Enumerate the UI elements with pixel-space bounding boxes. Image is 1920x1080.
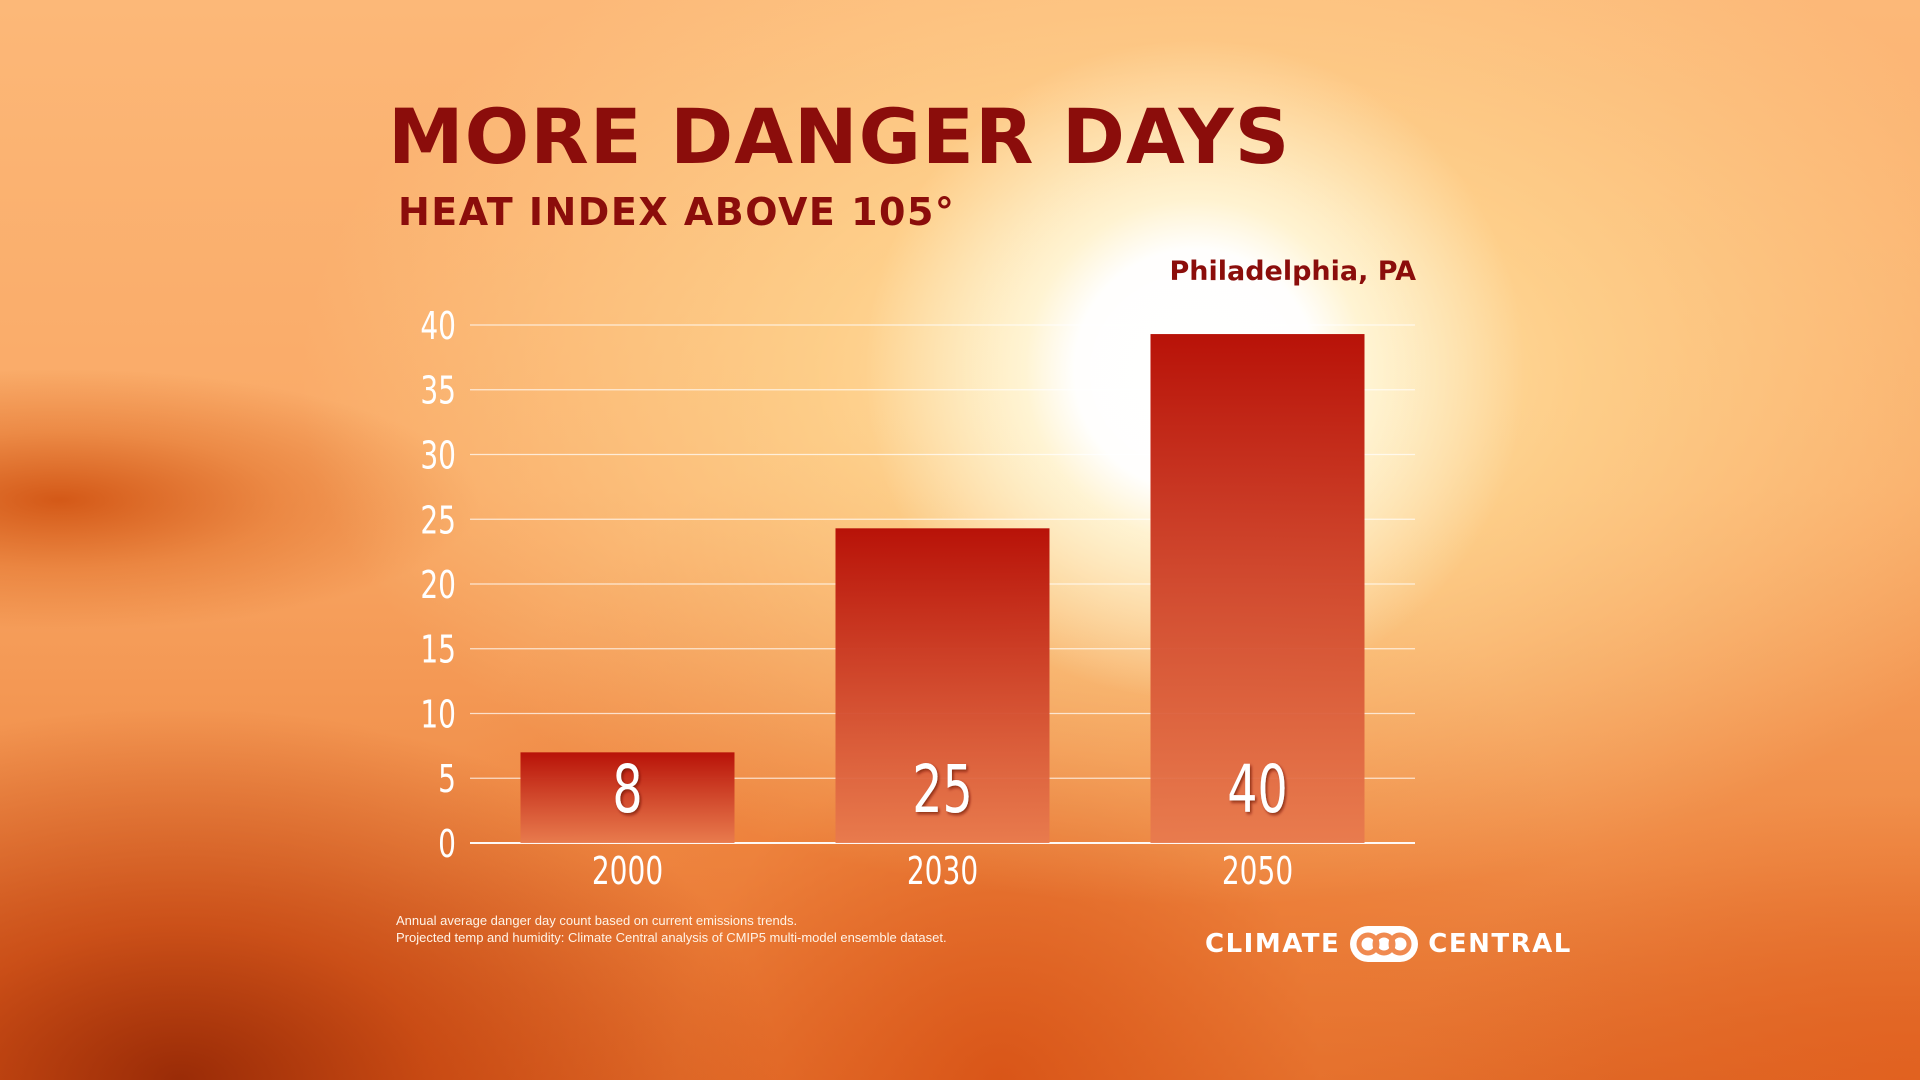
y-tick-label: 10 bbox=[420, 694, 456, 738]
y-tick-label: 15 bbox=[420, 629, 456, 673]
y-tick-label: 5 bbox=[438, 758, 456, 802]
chart-title: MORE DANGER DAYS bbox=[388, 92, 1291, 181]
x-tick-label-2050: 2050 bbox=[1222, 850, 1293, 894]
location-label: Philadelphia, PA bbox=[1169, 256, 1416, 287]
brand-right-word: CENTRAL bbox=[1428, 929, 1572, 959]
x-tick-label-2000: 2000 bbox=[592, 850, 663, 894]
chart-subtitle: HEAT INDEX ABOVE 105° bbox=[398, 190, 956, 234]
brand-left-word: CLIMATE bbox=[1205, 929, 1341, 959]
climate-central-logo: CLIMATE CENTRAL bbox=[1205, 922, 1572, 966]
y-tick-label: 20 bbox=[420, 564, 456, 608]
y-tick-label: 30 bbox=[420, 435, 456, 479]
data-label-2000: 8 bbox=[612, 752, 642, 828]
bar-2050 bbox=[1150, 334, 1365, 843]
y-tick-label: 0 bbox=[438, 823, 456, 867]
y-axis-ticks: 0 5 10 15 20 25 30 35 40 bbox=[420, 305, 456, 867]
bar-2030 bbox=[835, 528, 1050, 843]
bars: 8 25 40 bbox=[520, 334, 1365, 843]
y-tick-label: 35 bbox=[420, 370, 456, 414]
x-tick-label-2030: 2030 bbox=[907, 850, 978, 894]
footnote: Annual average danger day count based on… bbox=[396, 912, 996, 946]
y-tick-label: 40 bbox=[420, 305, 456, 349]
x-axis-ticks: 2000 2030 2050 bbox=[592, 850, 1293, 894]
footnote-line-1: Annual average danger day count based on… bbox=[396, 913, 798, 928]
footnote-line-2: Projected temp and humidity: Climate Cen… bbox=[396, 930, 947, 945]
data-label-2030: 25 bbox=[912, 752, 972, 828]
bar-2000 bbox=[520, 752, 735, 843]
three-rings-logo-icon bbox=[1350, 926, 1419, 962]
y-tick-label: 25 bbox=[420, 499, 456, 543]
data-label-2050: 40 bbox=[1227, 752, 1287, 828]
